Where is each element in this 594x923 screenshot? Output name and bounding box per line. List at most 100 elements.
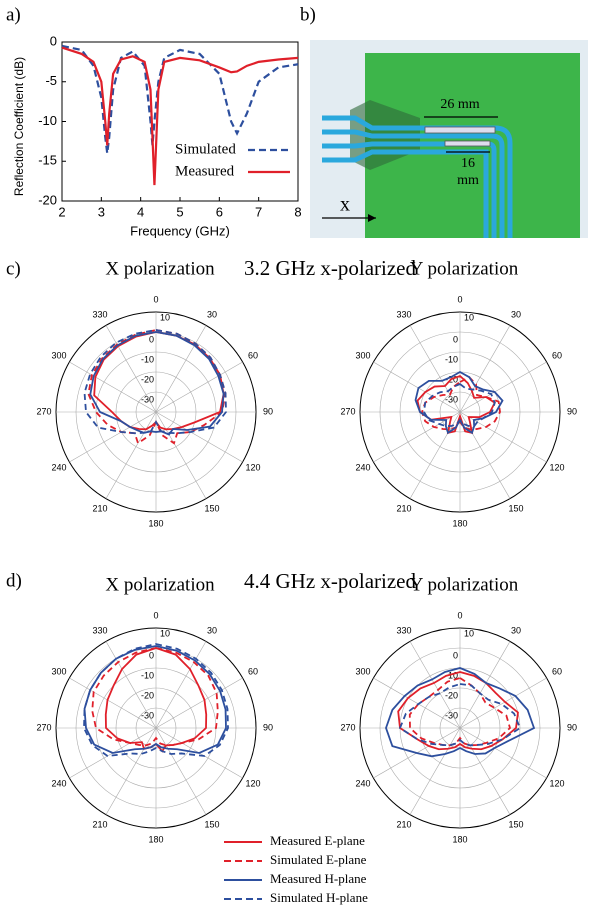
theta-tick-label: 240 [51, 462, 66, 472]
theta-tick-label: 90 [567, 722, 577, 732]
theta-tick-label: 30 [511, 309, 521, 319]
r-tick-label: 10 [160, 628, 170, 638]
y-tick-label: -10 [38, 113, 57, 128]
r-tick-label: -20 [445, 690, 458, 700]
y-tick-label: 0 [50, 33, 57, 48]
grid-spoke [106, 728, 156, 815]
theta-tick-label: 270 [36, 406, 51, 416]
theta-tick-label: 330 [396, 309, 411, 319]
legend-label: Simulated [175, 141, 236, 157]
theta-tick-label: 240 [355, 778, 370, 788]
grid-spoke [156, 362, 243, 412]
grid-spoke [69, 412, 156, 462]
x-tick-label: 2 [58, 204, 65, 219]
theta-tick-label: 0 [153, 294, 158, 304]
legend-label: Simulated H-plane [270, 890, 368, 905]
theta-tick-label: 300 [51, 666, 66, 676]
grid-spoke [69, 362, 156, 412]
panel-label: d) [6, 570, 22, 591]
grid-spoke [106, 412, 156, 499]
grid-spoke [156, 412, 206, 499]
theta-tick-label: 270 [340, 406, 355, 416]
x-tick-label: 3 [98, 204, 105, 219]
theta-tick-label: 0 [153, 610, 158, 620]
theta-tick-label: 330 [92, 309, 107, 319]
axis-label: x [340, 194, 350, 216]
panel-label: c) [6, 258, 21, 279]
panel-label: a) [6, 4, 21, 25]
theta-tick-label: 0 [457, 610, 462, 620]
theta-tick-label: 240 [355, 462, 370, 472]
r-tick-label: -30 [141, 394, 154, 404]
y-tick-label: -20 [38, 192, 57, 207]
theta-tick-label: 180 [452, 518, 467, 528]
group-title: 3.2 GHz x-polarized [244, 256, 417, 280]
grid-spoke [460, 325, 510, 412]
theta-tick-label: 270 [340, 722, 355, 732]
x-axis-label: Frequency (GHz) [130, 223, 230, 238]
y-tick-label: -5 [45, 73, 57, 88]
theta-tick-label: 120 [245, 462, 260, 472]
r-tick-label: 0 [149, 334, 154, 344]
dimension-label: 26 mm [440, 97, 479, 112]
grid-spoke [156, 728, 206, 815]
theta-tick-label: 180 [148, 834, 163, 844]
grid-spoke [460, 362, 547, 412]
theta-tick-label: 210 [396, 819, 411, 829]
theta-tick-label: 30 [511, 625, 521, 635]
theta-tick-label: 120 [549, 778, 564, 788]
theta-tick-label: 270 [36, 722, 51, 732]
theta-tick-label: 60 [248, 350, 258, 360]
slot [425, 127, 495, 133]
grid-spoke [460, 678, 547, 728]
x-tick-label: 8 [294, 204, 301, 219]
slot [445, 141, 490, 146]
polar-title: Y polarization [410, 258, 519, 279]
theta-tick-label: 120 [549, 462, 564, 472]
r-tick-label: -30 [445, 394, 458, 404]
theta-tick-label: 90 [263, 406, 273, 416]
theta-tick-label: 330 [92, 625, 107, 635]
r-tick-label: 10 [464, 628, 474, 638]
x-tick-label: 5 [176, 204, 183, 219]
y-tick-label: -15 [38, 153, 57, 168]
group-title: 4.4 GHz x-polarized [244, 569, 417, 593]
theta-tick-label: 210 [92, 819, 107, 829]
legend-label: Measured H-plane [270, 871, 367, 886]
r-tick-label: -10 [141, 354, 154, 364]
theta-tick-label: 210 [92, 503, 107, 513]
theta-tick-label: 60 [552, 350, 562, 360]
theta-tick-label: 150 [508, 503, 523, 513]
polar-title: Y polarization [410, 574, 519, 595]
x-tick-label: 7 [255, 204, 262, 219]
theta-tick-label: 60 [248, 666, 258, 676]
dimension-label: mm [457, 173, 479, 188]
theta-tick-label: 0 [457, 294, 462, 304]
grid-spoke [460, 728, 510, 815]
legend-label: Simulated E-plane [270, 852, 367, 867]
r-tick-label: -20 [141, 374, 154, 384]
theta-tick-label: 30 [207, 309, 217, 319]
theta-tick-label: 60 [552, 666, 562, 676]
theta-tick-label: 210 [396, 503, 411, 513]
dimension-label: 16 [461, 156, 475, 171]
theta-tick-label: 150 [204, 503, 219, 513]
r-tick-label: 10 [464, 312, 474, 322]
x-tick-label: 4 [137, 204, 144, 219]
theta-tick-label: 300 [51, 350, 66, 360]
antenna-diagram: 26 mm 16 mm x [310, 40, 588, 238]
theta-tick-label: 90 [567, 406, 577, 416]
theta-tick-label: 330 [396, 625, 411, 635]
theta-tick-label: 150 [508, 819, 523, 829]
theta-tick-label: 300 [355, 350, 370, 360]
r-tick-label: 10 [160, 312, 170, 322]
theta-tick-label: 240 [51, 778, 66, 788]
legend-label: Measured [175, 163, 235, 179]
theta-tick-label: 120 [245, 778, 260, 788]
theta-tick-label: 30 [207, 625, 217, 635]
theta-tick-label: 180 [452, 834, 467, 844]
theta-tick-label: 150 [204, 819, 219, 829]
grid-spoke [410, 728, 460, 815]
r-tick-label: -10 [445, 354, 458, 364]
